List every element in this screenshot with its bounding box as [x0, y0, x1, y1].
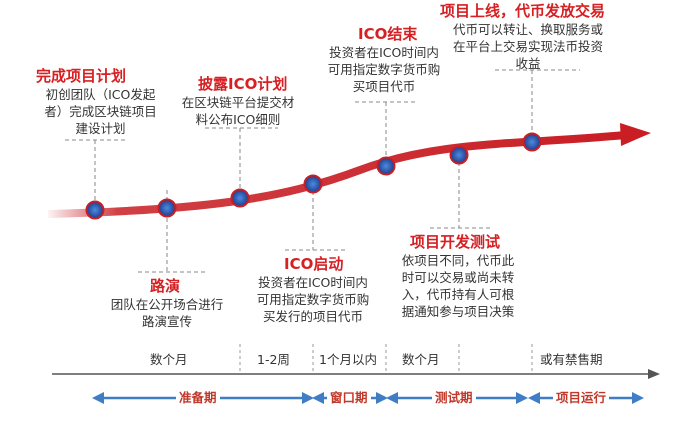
period-label-3: 1个月以内	[319, 352, 377, 367]
event-desc-line: 收益	[515, 56, 541, 71]
connector-lines	[65, 69, 580, 273]
event-desc-line: 依项目不同，代币此	[401, 253, 515, 268]
event-desc-line: 可用指定数字货币购	[256, 292, 370, 307]
event-desc-ico-start: 投资者在ICO时间内 可用指定数字货币购 买发行的项目代币	[245, 274, 381, 325]
event-desc-launch: 代币可以转让、换取服务或 在平台上交易实现法币投资 收益	[446, 21, 610, 72]
event-desc-line: 时可以交易或尚未转	[401, 270, 515, 285]
milestone-dots	[85, 132, 542, 220]
phase-arrow-left-2	[312, 392, 324, 404]
event-desc-line: 建设计划	[75, 121, 126, 136]
event-desc-line: 代币可以转让、换取服务或	[452, 22, 603, 37]
event-desc-ico-end: 投资者在ICO时间内 可用指定数字货币购 买项目代币	[316, 44, 452, 95]
event-desc-line: 投资者在ICO时间内	[258, 275, 368, 290]
period-label-1: 数个月	[150, 352, 188, 367]
event-desc-complete-plan: 初创团队（ICO发起 者）完成区块链项目 建设计划	[28, 86, 173, 137]
time-axis	[52, 344, 660, 379]
phase-arrow-right-1	[302, 392, 314, 404]
phase-label-testing: 测试期	[432, 391, 476, 405]
phase-arrow-left-4	[528, 392, 540, 404]
period-label-4: 数个月	[402, 352, 440, 367]
milestone-dot-launch	[522, 132, 542, 152]
milestone-dot-roadshow	[157, 198, 177, 218]
milestone-dot-ico-end	[376, 156, 396, 176]
event-title-roadshow: 路演	[150, 277, 181, 295]
phase-arrow-left-1	[92, 392, 104, 404]
event-desc-disclose-ico: 在区块链平台提交材 料公布ICO细则	[168, 94, 308, 128]
event-desc-line: 买项目代币	[352, 79, 416, 94]
event-desc-line: 在平台上交易实现法币投资	[452, 39, 603, 54]
event-desc-line: 者）完成区块链项目	[44, 104, 157, 119]
progress-arrowhead	[620, 123, 651, 146]
event-desc-line: 初创团队（ICO发起	[45, 87, 156, 102]
milestone-dot-disclose	[230, 188, 250, 208]
phase-label-operation: 项目运行	[553, 391, 610, 405]
milestone-dot-complete-plan	[85, 200, 105, 220]
event-desc-line: 路演宣传	[141, 314, 192, 329]
period-label-2: 1-2周	[257, 352, 290, 367]
phase-arrow-right-2	[376, 392, 388, 404]
event-desc-line: 团队在公开场合进行	[110, 297, 224, 312]
event-desc-line: 料公布ICO细则	[195, 112, 281, 127]
event-desc-dev-test: 依项目不同，代币此 时可以交易或尚未转 入，代币持有人可根 据通知参与项目决策	[388, 252, 528, 320]
milestone-dot-dev-test	[449, 145, 469, 165]
event-title-disclose-ico: 披露ICO计划	[198, 75, 288, 93]
period-label-5: 或有禁售期	[540, 352, 603, 367]
event-desc-line: 在区块链平台提交材	[181, 95, 295, 110]
event-title-ico-end: ICO结束	[358, 25, 418, 43]
phase-arrow-right-4	[632, 392, 644, 404]
event-title-dev-test: 项目开发测试	[410, 233, 501, 251]
phase-arrow-right-3	[516, 392, 528, 404]
phase-label-preparation: 准备期	[176, 391, 220, 405]
phase-label-window: 窗口期	[327, 391, 371, 405]
event-desc-line: 投资者在ICO时间内	[329, 45, 439, 60]
event-title-launch: 项目上线，代币发放交易	[440, 2, 606, 20]
event-title-complete-plan: 完成项目计划	[36, 67, 127, 85]
event-desc-line: 据通知参与项目决策	[401, 304, 515, 319]
event-desc-line: 买发行的项目代币	[262, 309, 363, 324]
event-desc-line: 可用指定数字货币购	[327, 62, 441, 77]
event-desc-line: 入，代币持有人可根	[401, 287, 515, 302]
event-title-ico-start: ICO启动	[284, 255, 344, 273]
time-axis-arrowhead	[648, 369, 660, 379]
phase-arrow-left-3	[386, 392, 398, 404]
event-desc-roadshow: 团队在公开场合进行 路演宣传	[97, 296, 237, 330]
milestone-dot-ico-start	[303, 174, 323, 194]
